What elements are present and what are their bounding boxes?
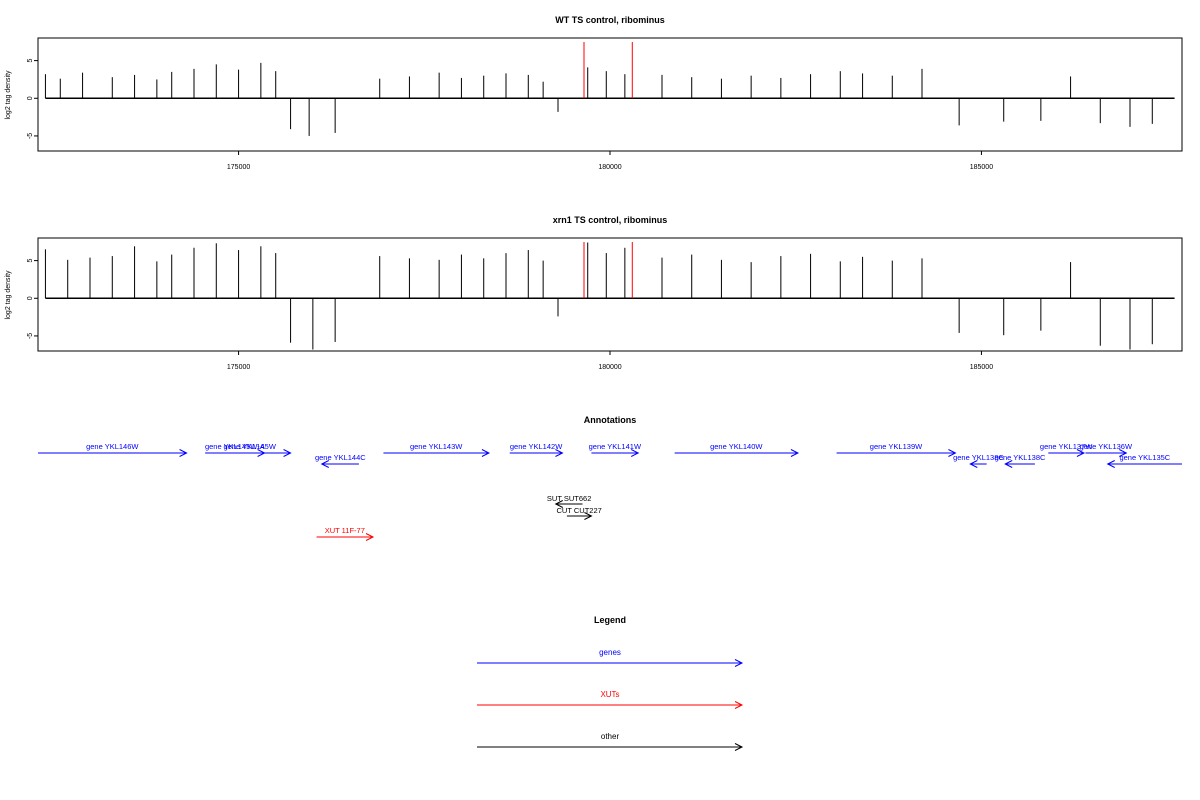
panel-xrn1-frame: [37, 237, 1183, 352]
legend-label: other: [601, 732, 620, 741]
other-arrow-label: CUT CUT227: [557, 506, 602, 515]
panel-xrn1: xrn1 TS control, ribominus log2 tag dens…: [5, 215, 1183, 371]
gene-arrow-label: gene YKL143W: [410, 442, 463, 451]
panel-wt-y-axis: -5 0 5: [27, 59, 38, 139]
gene-arrow-label: gene YKL145W-A: [205, 442, 265, 451]
gene-arrow-head: [1119, 449, 1128, 457]
panel-wt-frame: [37, 37, 1183, 152]
gene-arrow-label: gene YKL144C: [315, 453, 366, 462]
legend: Legend genes XUTs other: [477, 615, 744, 751]
legend-item-xuts: XUTs: [477, 690, 744, 709]
gene-arrow-label: gene YKL142W: [510, 442, 563, 451]
xut-arrows: XUT 11F-77: [316, 526, 375, 541]
annotations-title: Annotations: [584, 415, 637, 425]
panel-wt-x-axis: 175000 180000 185000: [227, 151, 993, 171]
gene-arrow-head: [631, 449, 640, 457]
panel-wt-title: WT TS control, ribominus: [555, 15, 665, 25]
legend-label: XUTs: [600, 690, 619, 699]
y-tick-label: 0: [27, 296, 34, 300]
legend-title: Legend: [594, 615, 626, 625]
x-tick-label: 185000: [970, 164, 993, 171]
panel-xrn1-highlights: [583, 242, 633, 299]
gene-arrow-label: gene YKL140W: [710, 442, 763, 451]
gene-arrow-label: gene YKL141W: [589, 442, 642, 451]
legend-arrowhead: [734, 701, 744, 709]
legend-arrowhead: [734, 743, 744, 751]
y-tick-label: 0: [27, 96, 34, 100]
gene-arrow-label: gene YKL146W: [86, 442, 139, 451]
legend-item-other: other: [477, 732, 744, 751]
other-arrow-head: [584, 512, 593, 520]
legend-item-genes: genes: [477, 648, 744, 667]
panel-wt-bars: [44, 62, 1153, 136]
panel-xrn1-y-axis: -5 0 5: [27, 259, 38, 339]
legend-arrowhead: [734, 659, 744, 667]
gene-arrow-label: gene YKL135C: [1119, 453, 1170, 462]
gene-arrow-label: gene YKL138C: [995, 453, 1046, 462]
gene-arrow-head: [1106, 460, 1115, 468]
gene-arrow-head: [555, 449, 564, 457]
gene-arrow-head: [948, 449, 957, 457]
x-tick-label: 180000: [598, 364, 621, 371]
gene-arrow-head: [1076, 449, 1086, 457]
gene-arrow-head: [320, 460, 329, 468]
gene-arrow-label: gene YKL138C: [953, 453, 1004, 462]
gene-arrow-head: [481, 449, 491, 457]
other-arrow-head: [554, 500, 563, 508]
panel-wt: WT TS control, ribominus log2 tag densit…: [5, 15, 1183, 171]
xut-arrow-label: XUT 11F-77: [325, 526, 365, 535]
annotations-panel: Annotations gene YKL146W gene YKL145W-Age…: [38, 415, 1182, 541]
gene-arrow-head: [790, 449, 800, 457]
y-tick-label: 5: [27, 59, 34, 63]
gene-arrow-head: [179, 449, 188, 457]
panel-xrn1-ylabel: log2 tag density: [5, 270, 12, 320]
y-tick-label: -5: [27, 333, 34, 339]
x-tick-label: 185000: [970, 364, 993, 371]
other-arrow-label: SUT SUT662: [547, 494, 591, 503]
gene-arrow-label: gene YKL136W: [1080, 442, 1133, 451]
xut-arrow-head: [365, 533, 375, 541]
panel-wt-highlights: [583, 42, 633, 99]
x-tick-label: 175000: [227, 364, 250, 371]
y-tick-label: 5: [27, 259, 34, 263]
panel-wt-ylabel: log2 tag density: [5, 70, 12, 120]
gene-arrow-head: [283, 449, 292, 457]
y-tick-label: -5: [27, 133, 34, 139]
x-tick-label: 175000: [227, 164, 250, 171]
gene-arrow-head: [1004, 460, 1013, 468]
gene-arrow-label: gene YKL145W: [224, 442, 277, 451]
other-arrows: SUT SUT662 CUT CUT227: [547, 494, 602, 520]
panel-xrn1-title: xrn1 TS control, ribominus: [553, 215, 668, 225]
gene-arrow-label: gene YKL139W: [870, 442, 923, 451]
panel-xrn1-bars: [44, 242, 1153, 350]
panel-xrn1-x-axis: 175000 180000 185000: [227, 351, 993, 371]
x-tick-label: 180000: [598, 164, 621, 171]
gene-arrow-head: [969, 460, 978, 468]
gene-arrow-label: gene YKL137W: [1040, 442, 1093, 451]
legend-label: genes: [599, 648, 621, 657]
